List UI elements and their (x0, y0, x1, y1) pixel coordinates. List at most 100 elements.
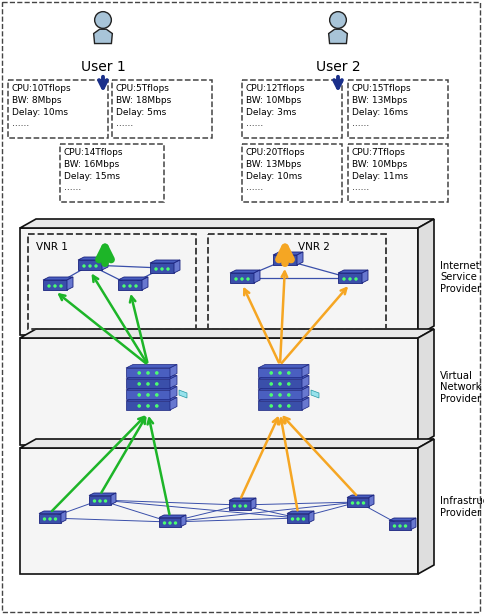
Circle shape (247, 278, 249, 280)
Polygon shape (411, 518, 416, 530)
Polygon shape (67, 277, 73, 290)
Polygon shape (311, 390, 319, 398)
Polygon shape (230, 270, 260, 273)
Bar (28, 234, 196, 329)
Polygon shape (126, 365, 177, 368)
Bar (118, 280, 142, 290)
Circle shape (147, 405, 149, 407)
Circle shape (164, 522, 166, 524)
Polygon shape (111, 493, 116, 505)
Circle shape (60, 285, 62, 287)
Polygon shape (170, 397, 177, 410)
Text: Virtual
Network
Provider: Virtual Network Provider (440, 371, 482, 404)
Circle shape (138, 383, 140, 385)
Bar (287, 514, 309, 522)
Bar (242, 144, 342, 202)
Bar (273, 255, 297, 265)
Polygon shape (418, 329, 434, 445)
Polygon shape (170, 386, 177, 399)
Circle shape (147, 383, 149, 385)
Polygon shape (102, 257, 108, 270)
Polygon shape (126, 397, 177, 401)
Circle shape (156, 383, 158, 385)
Bar (230, 273, 254, 283)
Polygon shape (418, 219, 434, 335)
Circle shape (155, 268, 157, 270)
Polygon shape (302, 397, 309, 410)
Circle shape (99, 500, 101, 502)
Polygon shape (369, 495, 374, 506)
Bar (229, 500, 251, 509)
Circle shape (93, 500, 95, 502)
Circle shape (287, 372, 290, 374)
Circle shape (48, 285, 50, 287)
Bar (242, 80, 342, 138)
Polygon shape (159, 515, 186, 517)
Bar (89, 495, 111, 505)
Polygon shape (251, 498, 256, 509)
Circle shape (95, 12, 111, 28)
Bar (112, 80, 212, 138)
Circle shape (241, 278, 243, 280)
Polygon shape (418, 439, 434, 574)
Bar (43, 280, 67, 290)
Bar (20, 338, 418, 445)
Polygon shape (254, 270, 260, 283)
Polygon shape (93, 29, 112, 44)
Bar (126, 390, 170, 399)
Bar (389, 521, 411, 530)
Bar (348, 80, 448, 138)
Bar (60, 144, 164, 202)
Polygon shape (258, 365, 309, 368)
Bar (258, 390, 302, 399)
Circle shape (290, 260, 292, 262)
Circle shape (343, 278, 345, 280)
Polygon shape (273, 252, 303, 255)
Bar (78, 260, 102, 270)
Circle shape (287, 394, 290, 396)
Polygon shape (258, 386, 309, 390)
Polygon shape (329, 29, 348, 44)
Circle shape (287, 383, 290, 385)
Polygon shape (142, 277, 148, 290)
Circle shape (363, 502, 364, 504)
Bar (126, 379, 170, 388)
Circle shape (138, 372, 140, 374)
Text: VNR 1: VNR 1 (36, 242, 68, 252)
Circle shape (175, 522, 177, 524)
Polygon shape (39, 511, 66, 514)
Bar (347, 498, 369, 506)
Bar (126, 368, 170, 377)
Bar (8, 80, 108, 138)
Circle shape (330, 12, 347, 28)
Circle shape (239, 505, 241, 507)
Text: CPU:14Tflops
BW: 16Mbps
Delay: 15ms
......: CPU:14Tflops BW: 16Mbps Delay: 15ms ....… (64, 148, 123, 192)
Circle shape (270, 394, 272, 396)
Circle shape (89, 265, 91, 267)
Polygon shape (302, 376, 309, 388)
Circle shape (161, 268, 163, 270)
Bar (126, 401, 170, 410)
Bar (258, 401, 302, 410)
Circle shape (138, 405, 140, 407)
Text: CPU:10Tflops
BW: 8Mbps
Delay: 10ms
......: CPU:10Tflops BW: 8Mbps Delay: 10ms .....… (12, 84, 72, 128)
Circle shape (291, 518, 293, 520)
Polygon shape (347, 495, 374, 498)
Polygon shape (126, 386, 177, 390)
Polygon shape (179, 390, 187, 398)
Circle shape (279, 394, 281, 396)
Text: CPU:15Tflops
BW: 13Mbps
Delay: 16ms
......: CPU:15Tflops BW: 13Mbps Delay: 16ms ....… (352, 84, 411, 128)
Circle shape (105, 500, 106, 502)
Polygon shape (258, 397, 309, 401)
Polygon shape (258, 376, 309, 379)
Circle shape (95, 265, 97, 267)
Circle shape (278, 260, 280, 262)
Polygon shape (302, 386, 309, 399)
Polygon shape (20, 219, 434, 228)
Text: Infrastructure
Provider: Infrastructure Provider (440, 496, 484, 518)
Bar (159, 517, 181, 527)
Circle shape (351, 502, 353, 504)
Polygon shape (181, 515, 186, 527)
Polygon shape (309, 511, 314, 522)
Polygon shape (61, 511, 66, 522)
